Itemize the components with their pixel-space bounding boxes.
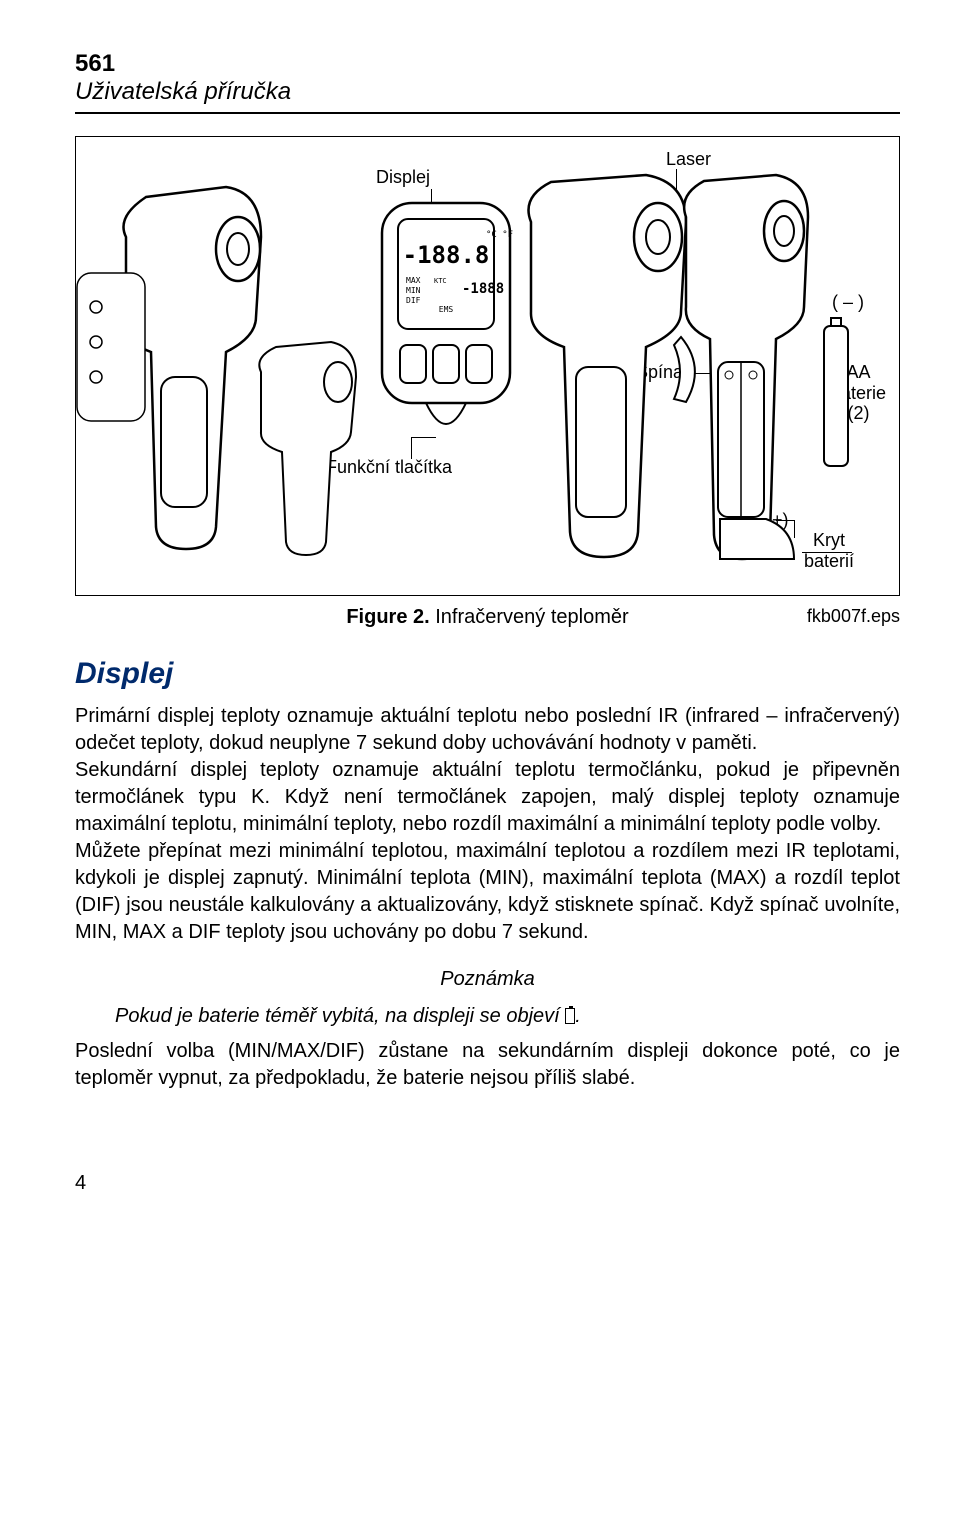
body-p1: Primární displej teploty oznamuje aktuál…: [75, 703, 900, 757]
thermometer-right-icon: [666, 167, 816, 577]
battery-icon: [816, 312, 856, 472]
svg-text:MIN: MIN: [406, 286, 421, 295]
body-p3: Můžete přepínat mezi minimální teplotou,…: [75, 838, 900, 946]
display-detail-icon: -188.8 MAX MIN DIF -1888 KTC EMS °C °F: [376, 197, 516, 457]
figure-caption-text: Infračervený teploměr: [430, 606, 629, 628]
body-p2: Sekundární displej teploty oznamuje aktu…: [75, 757, 900, 838]
model-number: 561: [75, 50, 900, 78]
figure-caption: Figure 2. Infračervený teploměr: [346, 606, 628, 628]
svg-text:DIF: DIF: [406, 296, 421, 305]
label-minus: ( – ): [832, 292, 864, 313]
figure-box: Displej Laser Funkční tlačítka Spínač ( …: [75, 136, 900, 596]
svg-text:-188.8: -188.8: [403, 241, 490, 269]
figure-eps-filename: fkb007f.eps: [807, 606, 900, 627]
note-line-after: .: [575, 1005, 581, 1027]
figure-caption-row: Figure 2. Infračervený teploměr fkb007f.…: [75, 606, 900, 629]
header-subtitle: Uživatelská příručka: [75, 78, 900, 106]
header-rule: [75, 112, 900, 114]
note-line-before: Pokud je baterie téměř vybitá, na disple…: [115, 1005, 565, 1027]
page-number: 4: [75, 1172, 900, 1195]
thermometer-small-icon: [246, 337, 366, 557]
figure-caption-label: Figure 2.: [346, 606, 429, 628]
svg-text:-1888: -1888: [462, 281, 504, 297]
note-paragraph: Poslední volba (MIN/MAX/DIF) zůstane na …: [75, 1038, 900, 1092]
section-title-displej: Displej: [75, 657, 900, 691]
low-battery-icon: [565, 1008, 575, 1024]
note-title: Poznámka: [75, 968, 900, 991]
note-battery-line: Pokud je baterie téměř vybitá, na disple…: [75, 1005, 900, 1028]
detail-bubble-1-icon: [76, 272, 146, 422]
svg-text:MAX: MAX: [406, 276, 421, 285]
page-header: 561 Uživatelská příručka: [75, 50, 900, 114]
svg-text:KTC: KTC: [434, 277, 447, 285]
label-display: Displej: [376, 167, 430, 188]
svg-text:EMS: EMS: [439, 305, 454, 314]
